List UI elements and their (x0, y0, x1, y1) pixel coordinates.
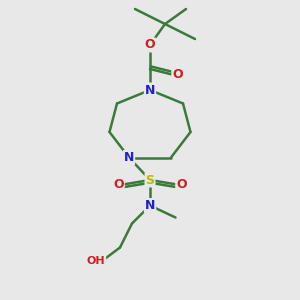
Text: N: N (145, 83, 155, 97)
Text: O: O (113, 178, 124, 191)
Text: N: N (145, 199, 155, 212)
Text: OH: OH (87, 256, 105, 266)
Text: N: N (124, 151, 134, 164)
Text: O: O (172, 68, 183, 82)
Text: O: O (176, 178, 187, 191)
Text: S: S (146, 173, 154, 187)
Text: O: O (145, 38, 155, 52)
